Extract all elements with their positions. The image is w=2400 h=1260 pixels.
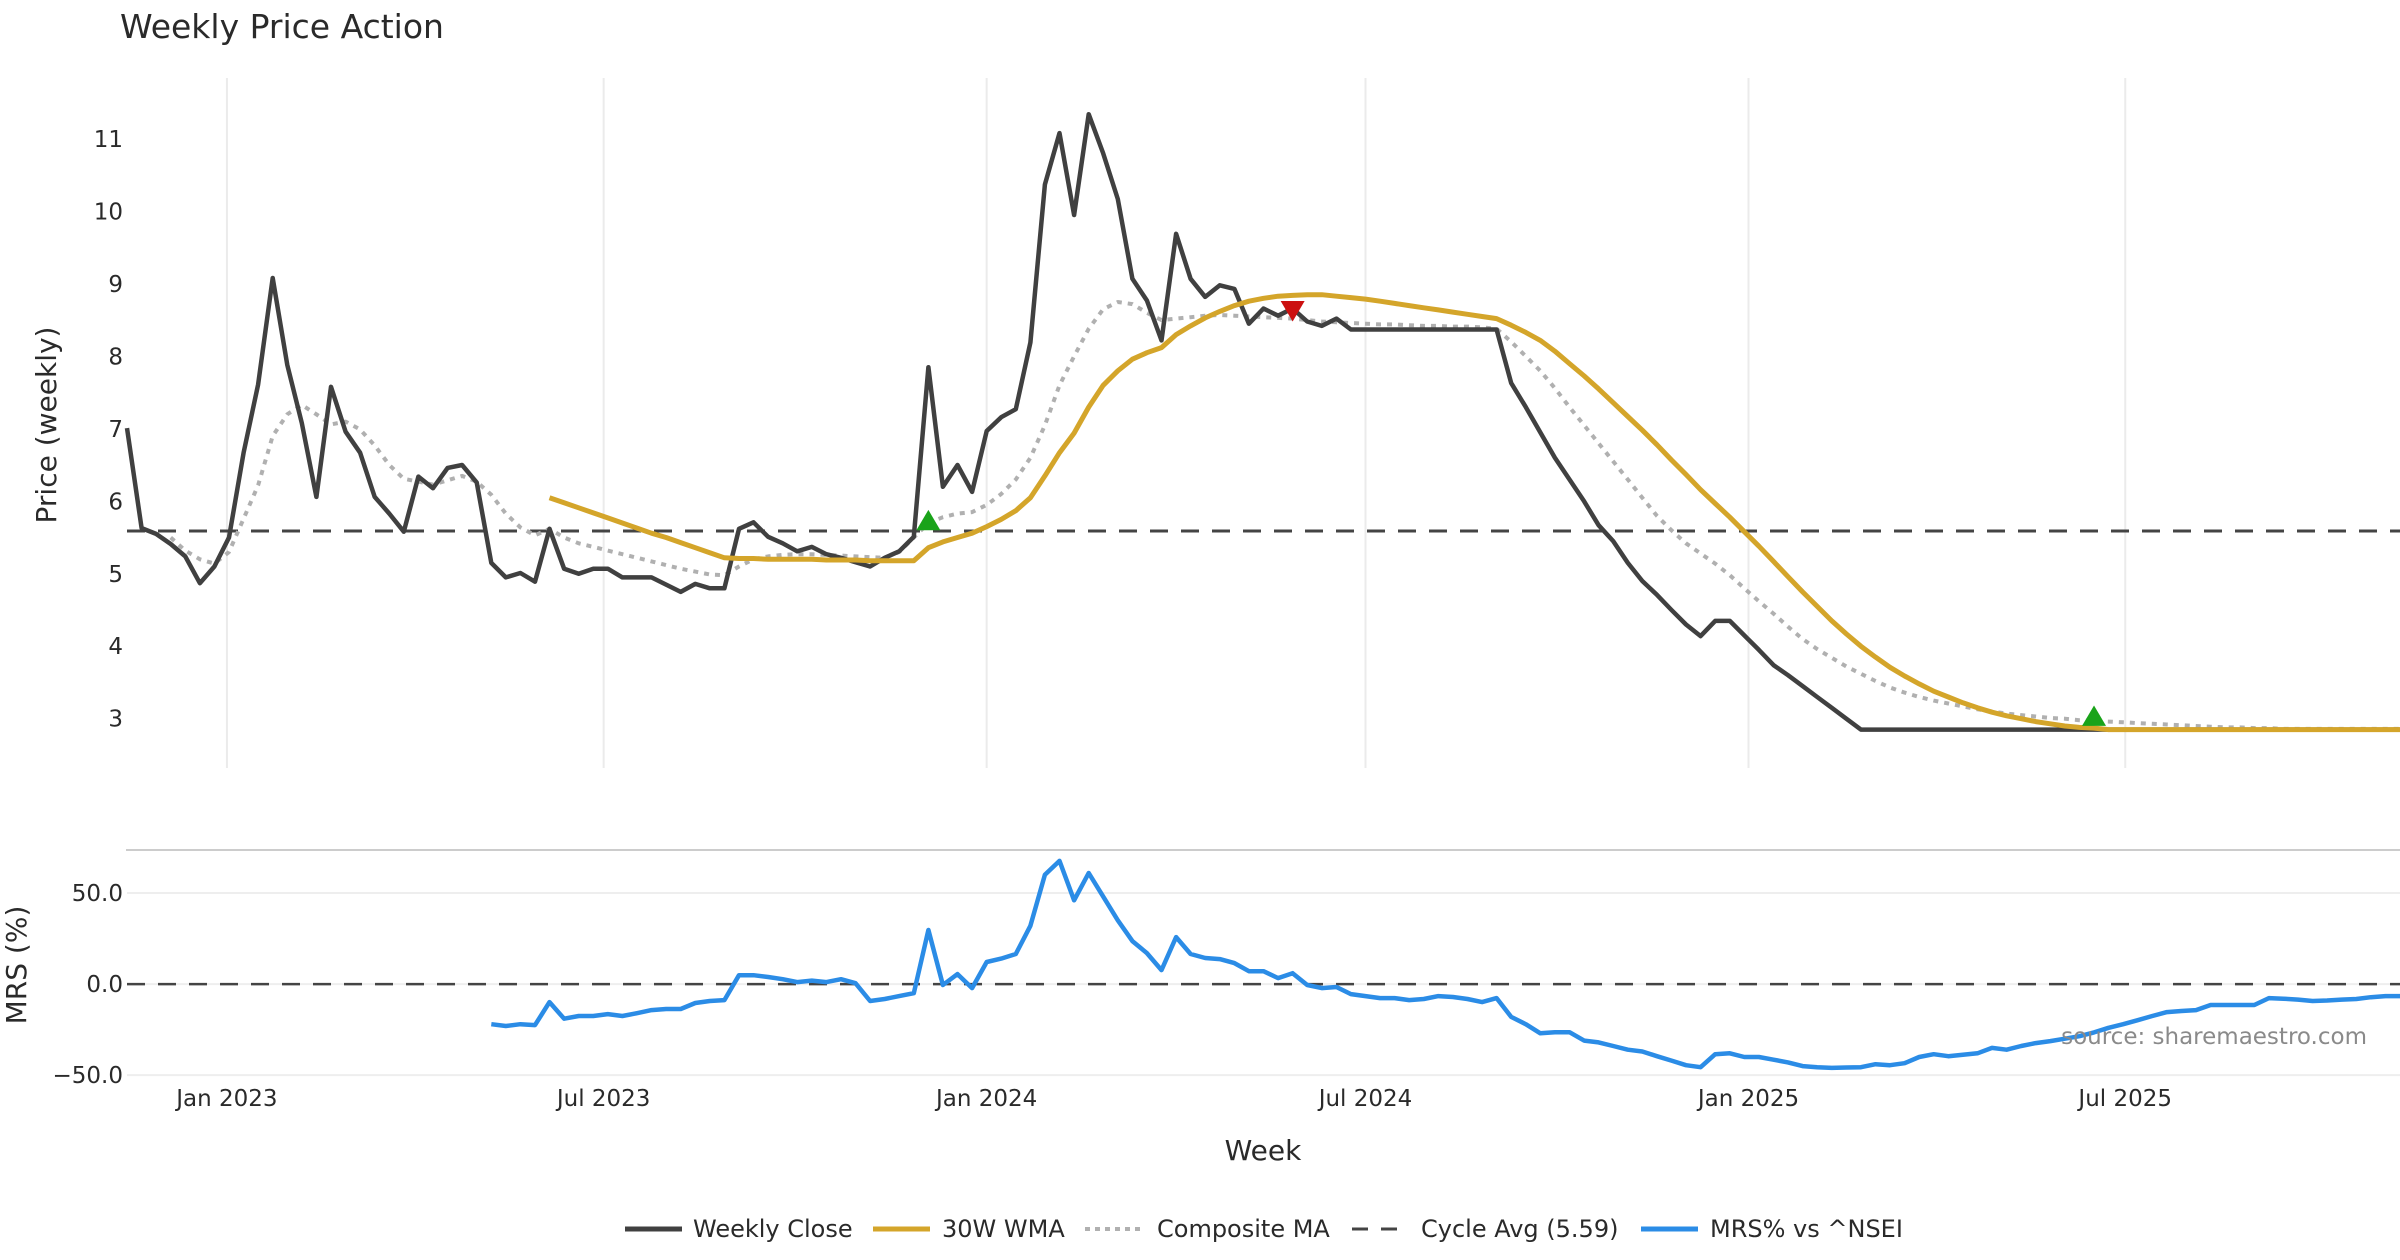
price-y-tick-label: 9 (108, 272, 123, 298)
price-y-tick-label: 5 (108, 562, 123, 588)
legend-item-weekly-close[interactable]: Weekly Close (625, 1215, 853, 1243)
price-x-gridlines (225, 78, 2127, 768)
x-tick-label: Jan 2023 (174, 1086, 277, 1112)
mrs-y-tick-label: 50.0 (72, 881, 123, 907)
legend-label-cycle-avg: Cycle Avg (5.59) (1421, 1215, 1618, 1243)
sell-signal-marker (1280, 301, 1305, 322)
price-y-tick-label: 6 (108, 489, 123, 515)
price-y-axis-label: Price (weekly) (30, 327, 63, 524)
price-y-axis: 3 4 5 6 7 8 9 10 11 (94, 127, 123, 733)
price-y-tick-label: 8 (108, 344, 123, 370)
legend-item-cycle-avg[interactable]: Cycle Avg (5.59) (1352, 1215, 1618, 1243)
x-axis: Jan 2023 Jul 2023 Jan 2024 Jul 2024 Jan 2025… (174, 1086, 2172, 1112)
legend-label-mrs: MRS% vs ^NSEI (1710, 1215, 1903, 1243)
price-y-tick-label: 11 (94, 127, 123, 153)
x-tick-label: Jul 2024 (1317, 1086, 1413, 1112)
weekly-close-line (124, 111, 2400, 732)
x-tick-label: Jan 2024 (934, 1086, 1037, 1112)
legend-label-weekly-close: Weekly Close (693, 1215, 853, 1243)
price-series (124, 111, 2400, 733)
price-y-tick-label: 4 (108, 634, 123, 660)
signal-markers (916, 301, 2107, 726)
mrs-y-axis: 50.0 0.0 −50.0 (53, 881, 123, 1089)
price-y-tick-label: 7 (108, 417, 123, 443)
source-note: source: sharemaestro.com (2061, 1024, 2367, 1050)
x-tick-label: Jul 2025 (2076, 1086, 2172, 1112)
mrs-series (491, 858, 2400, 1071)
mrs-y-tick-label: 0.0 (86, 972, 123, 998)
legend-label-composite-ma: Composite MA (1157, 1215, 1330, 1243)
buy-signal-marker (916, 509, 941, 531)
legend: Weekly Close 30W WMA Composite MA Cycle … (625, 1215, 1903, 1243)
chart-title: Weekly Price Action (120, 7, 444, 46)
legend-item-mrs[interactable]: MRS% vs ^NSEI (1641, 1215, 1903, 1243)
price-y-tick-label: 3 (108, 707, 123, 733)
composite-ma-line (169, 300, 2400, 731)
legend-item-composite-ma[interactable]: Composite MA (1085, 1215, 1330, 1243)
mrs-y-axis-label: MRS (%) (0, 906, 33, 1025)
buy-signal-marker (2082, 705, 2107, 726)
mrs-vs-nsei-line (491, 858, 2400, 1071)
price-y-tick-label: 10 (94, 199, 123, 225)
legend-label-30w-wma: 30W WMA (942, 1215, 1065, 1243)
x-tick-label: Jan 2025 (1696, 1086, 1799, 1112)
legend-item-30w-wma[interactable]: 30W WMA (873, 1215, 1065, 1243)
x-tick-label: Jul 2023 (555, 1086, 651, 1112)
30w-wma-line (548, 292, 2400, 733)
mrs-y-tick-label: −50.0 (53, 1063, 123, 1089)
x-axis-label: Week (1225, 1134, 1302, 1167)
